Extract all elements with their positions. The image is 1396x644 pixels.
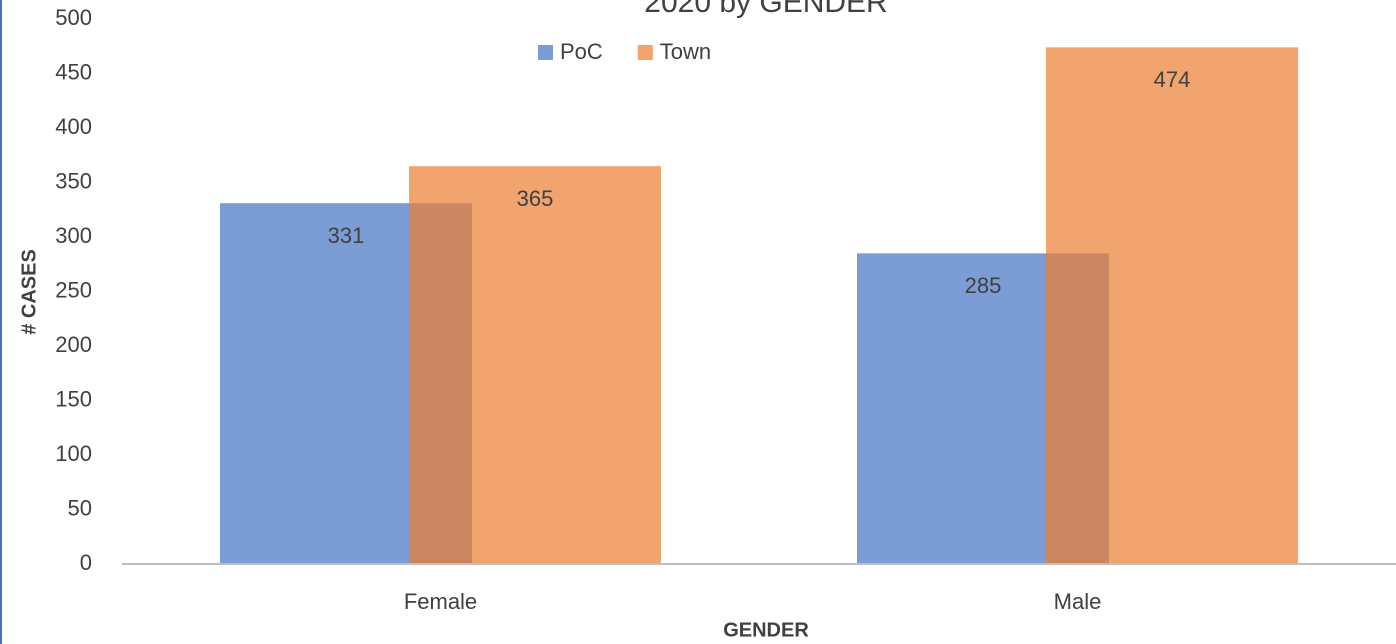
y-tick-label: 50 — [68, 495, 92, 520]
y-tick-label: 300 — [55, 223, 92, 248]
data-label: 365 — [517, 186, 554, 211]
x-tick-label: Female — [404, 589, 477, 614]
y-tick-label: 200 — [55, 332, 92, 357]
data-label: 285 — [965, 273, 1002, 298]
chart-title: 2020 by GENDER — [644, 0, 887, 19]
y-tick-label: 500 — [55, 5, 92, 30]
y-axis-title: # CASES — [18, 249, 40, 335]
y-tick-label: 450 — [55, 59, 92, 84]
data-label: 474 — [1154, 67, 1191, 92]
y-tick-label: 400 — [55, 114, 92, 139]
x-tick-label: Male — [1054, 589, 1102, 614]
legend-swatch — [637, 45, 653, 60]
y-tick-label: 150 — [55, 386, 92, 411]
y-tick-label: 350 — [55, 168, 92, 193]
y-tick-label: 100 — [55, 441, 92, 466]
y-tick-label: 0 — [80, 550, 92, 575]
x-axis-title: GENDER — [723, 619, 809, 641]
bar — [409, 166, 661, 564]
frame-edge — [0, 0, 2, 644]
legend-swatch — [538, 45, 553, 60]
legend-label: PoC — [560, 39, 603, 64]
data-label: 331 — [328, 223, 365, 248]
bar — [1046, 47, 1298, 564]
legend-label: Town — [660, 39, 711, 64]
y-tick-label: 250 — [55, 277, 92, 302]
